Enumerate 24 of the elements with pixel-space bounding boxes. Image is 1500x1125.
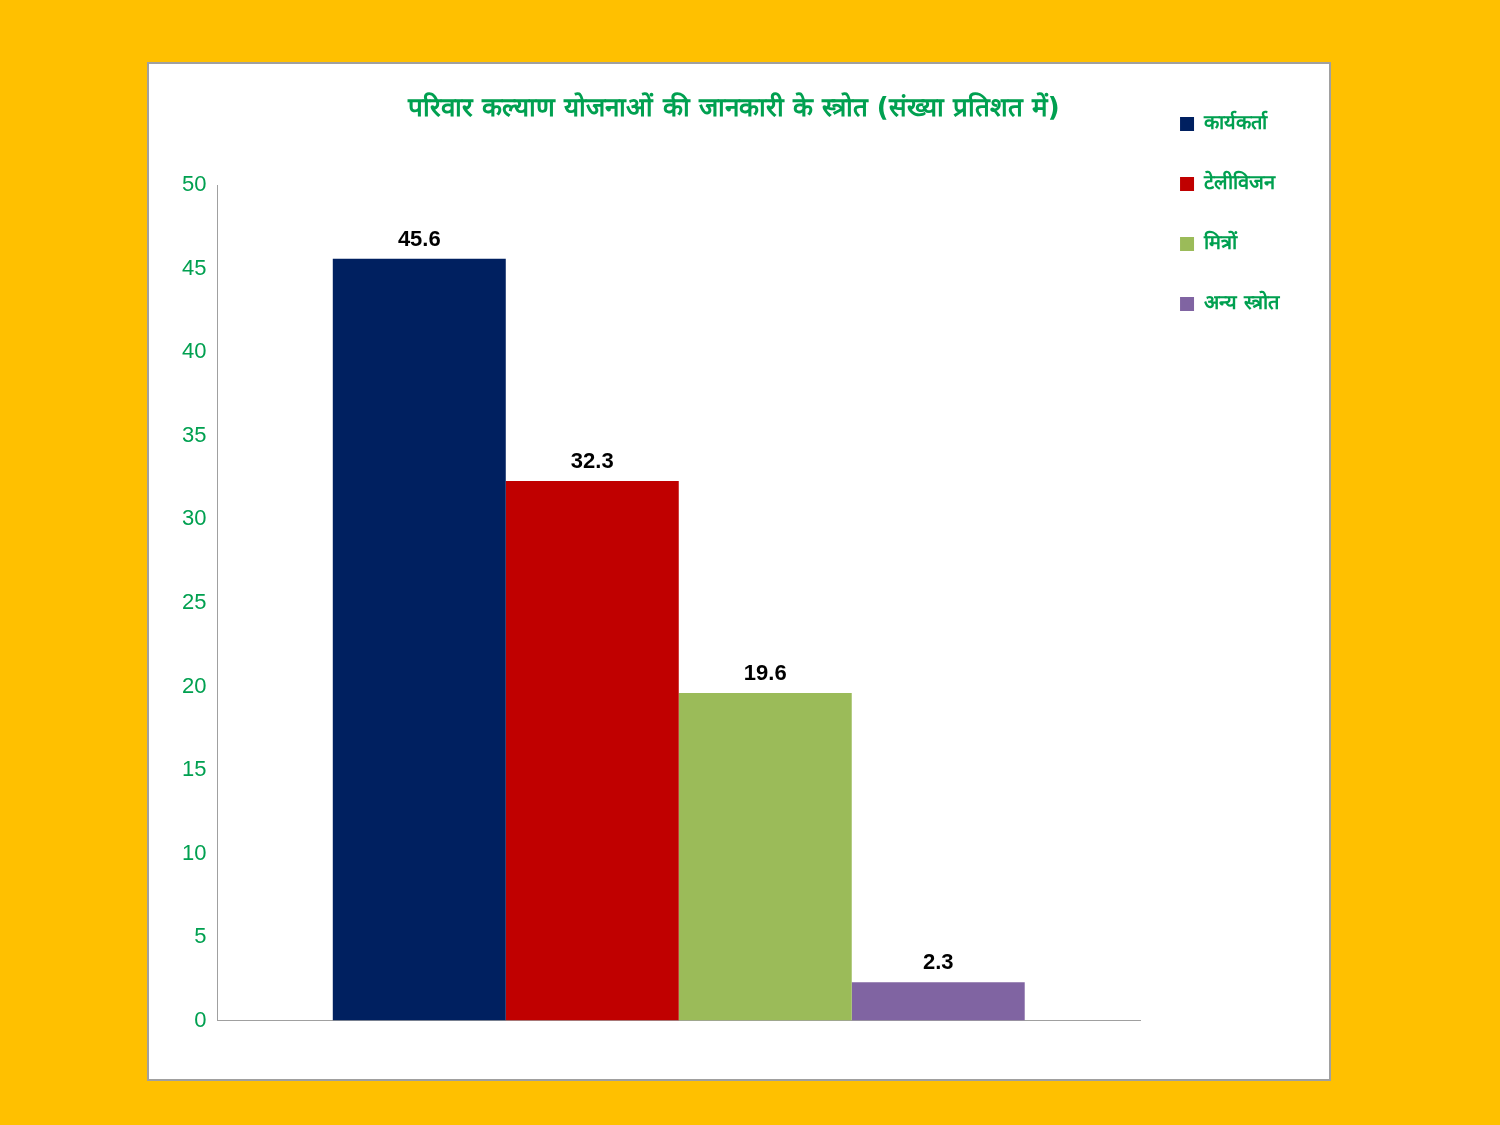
y-tick-label: 15 (181, 756, 207, 782)
legend-label: अन्य स्त्रोत (1204, 290, 1281, 315)
y-tick-label: 10 (181, 839, 207, 865)
y-tick-label: 20 (181, 672, 207, 698)
data-label: 45.6 (397, 225, 441, 251)
y-tick-label: 45 (181, 254, 207, 280)
y-tick-label: 35 (181, 421, 207, 447)
bar (851, 982, 1025, 1021)
legend-label: टेलीविजन (1203, 170, 1277, 195)
y-tick-label: 5 (194, 923, 207, 949)
y-tick-label: 25 (181, 588, 207, 614)
legend-label: कार्यकर्ता (1203, 110, 1269, 135)
data-label: 32.3 (570, 447, 614, 473)
y-tick-label: 40 (181, 338, 207, 364)
bar (332, 258, 506, 1021)
chart-title: परिवार कल्याण योजनाओं की जानकारी के स्त्रोत (संख्या प्रतिशत में) (407, 92, 1060, 123)
bar (505, 480, 679, 1021)
y-tick-label: 30 (181, 505, 207, 531)
bar (678, 693, 852, 1021)
y-tick-label: 0 (194, 1006, 207, 1032)
legend-label: मित्रों (1203, 230, 1239, 255)
data-label: 19.6 (743, 660, 787, 686)
data-label: 2.3 (922, 949, 954, 975)
y-tick-label: 50 (181, 171, 207, 197)
